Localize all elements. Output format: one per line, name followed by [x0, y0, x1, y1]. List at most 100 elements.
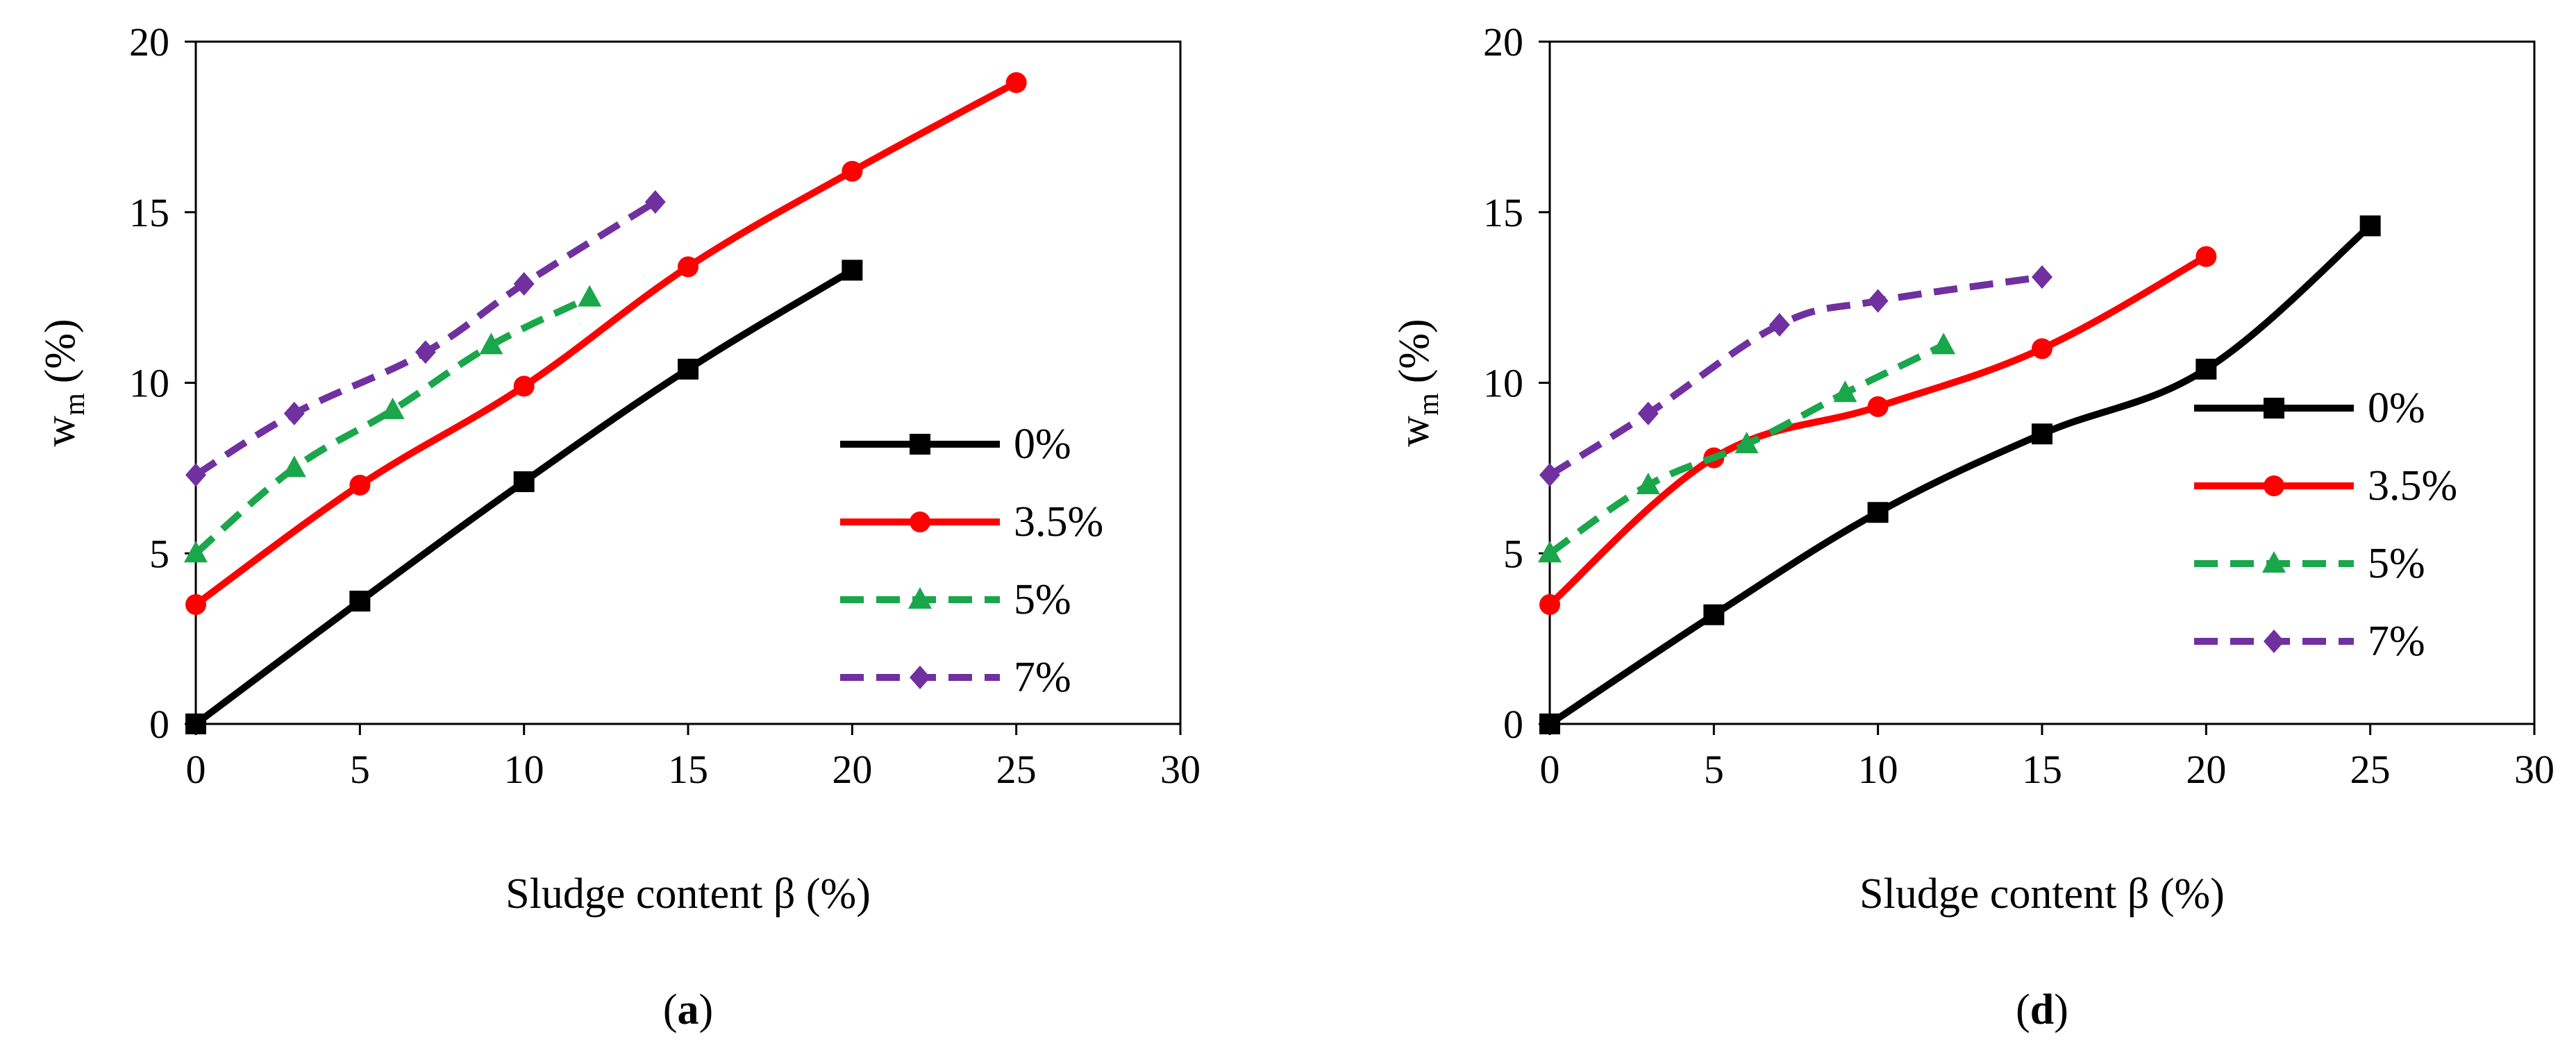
data-point: [2032, 338, 2052, 360]
legend-swatch-marker: [910, 666, 930, 689]
data-point: [1867, 396, 1889, 417]
legend-label: 0%: [2368, 385, 2425, 432]
series-0%: [185, 260, 863, 734]
data-point: [1867, 502, 1889, 523]
chart-panel-a: 0 5 10 15 20 25 30 0 5 10 15 20 Sludge content β (%)…: [37, 19, 1201, 1033]
legend-label: 7%: [2368, 618, 2425, 665]
data-point: [1636, 472, 1660, 494]
legend-item: 3.5%: [840, 498, 1103, 546]
data-point: [185, 593, 206, 615]
data-point: [479, 332, 503, 355]
data-point: [1637, 401, 1659, 425]
x-tick-label: 25: [996, 747, 1037, 792]
y-axis-label-subscript: m: [1413, 393, 1445, 416]
data-point: [1768, 312, 1790, 337]
y-tick-label: 0: [1503, 702, 1523, 747]
legend-item: 5%: [840, 576, 1071, 623]
series-3.5%: [185, 71, 1027, 615]
series-7%: [185, 190, 666, 487]
legend-label: 5%: [1014, 576, 1071, 623]
x-axis-label: Sludge content β (%): [1859, 870, 2225, 918]
data-point: [185, 714, 206, 734]
data-point: [2032, 265, 2052, 289]
y-tick-label: 0: [149, 702, 169, 747]
data-point: [1703, 604, 1725, 625]
y-tick-label: 10: [1483, 361, 1523, 406]
x-tick-label: 30: [1160, 747, 1201, 792]
series-line: [194, 79, 1019, 608]
legend-label: 3.5%: [2368, 462, 2457, 509]
data-point: [2032, 423, 2052, 445]
panel-label: (a): [663, 986, 713, 1033]
chart-panel-d: 0 5 10 15 20 25 30 0 5 10 15 20 Sludge content β (%)…: [1391, 19, 2554, 1033]
data-point: [282, 455, 306, 478]
x-tick-label: 15: [668, 747, 708, 792]
data-point: [1005, 71, 1027, 93]
y-tick-label: 15: [129, 190, 169, 235]
data-point: [283, 401, 305, 425]
x-tick-label: 0: [186, 747, 206, 792]
y-tick-label: 20: [129, 19, 169, 65]
y-axis-label-main: w: [1391, 416, 1438, 447]
legend-item: 7%: [840, 654, 1071, 701]
x-tick-label: 10: [504, 747, 544, 792]
data-point: [415, 340, 436, 364]
x-tick-label: 15: [2022, 747, 2062, 792]
y-axis-label-main: w: [37, 416, 84, 447]
data-point: [1539, 593, 1560, 615]
series-line: [194, 267, 854, 727]
legend-label: 7%: [1014, 654, 1071, 701]
series-7%: [1539, 265, 2052, 487]
y-tick-label: 15: [1483, 190, 1523, 235]
data-point: [1867, 289, 1889, 313]
data-point: [513, 471, 535, 493]
data-point: [578, 285, 602, 307]
data-point: [644, 190, 666, 214]
data-point: [1734, 431, 1759, 453]
y-axis-label-unit: (%): [37, 319, 84, 383]
series-0%: [1539, 215, 2381, 734]
data-point: [1539, 463, 1560, 487]
data-point: [185, 463, 206, 487]
data-point: [513, 375, 535, 397]
data-point: [349, 591, 371, 612]
x-tick-label: 5: [1704, 747, 1724, 792]
data-point: [842, 260, 863, 281]
legend-swatch-marker: [2264, 630, 2284, 653]
x-tick-label: 10: [1858, 747, 1898, 792]
data-point: [1833, 380, 1857, 403]
data-point: [184, 541, 208, 563]
legend-item: 5%: [2194, 540, 2425, 587]
legend-swatch-marker: [908, 587, 932, 609]
x-tick-label: 0: [1540, 747, 1560, 792]
data-point: [513, 271, 535, 296]
y-axis-label: wm (%): [37, 319, 91, 446]
y-axis-label-subscript: m: [59, 393, 91, 416]
legend-label: 5%: [2368, 540, 2425, 587]
data-point: [2196, 246, 2217, 267]
legend-item: 0%: [840, 421, 1071, 468]
data-point: [678, 358, 699, 380]
series-line: [193, 294, 592, 557]
x-tick-label: 20: [2186, 747, 2226, 792]
legend-swatch-marker: [2262, 551, 2286, 573]
series-5%: [1538, 332, 1956, 563]
y-tick-label: 20: [1483, 19, 1523, 65]
data-point: [1539, 714, 1560, 734]
data-point: [349, 474, 371, 496]
data-point: [678, 256, 699, 278]
data-point: [2359, 215, 2381, 237]
data-point: [1932, 332, 1956, 355]
series-line: [1548, 223, 2373, 727]
legend-label: 0%: [1014, 421, 1071, 468]
legend-item: 7%: [2194, 618, 2425, 665]
data-point: [380, 397, 405, 419]
data-point: [2196, 358, 2217, 380]
legend-swatch-marker: [2264, 398, 2284, 419]
y-axis-label-unit: (%): [1391, 319, 1438, 383]
data-point: [1538, 541, 1562, 563]
y-axis-label: wm (%): [1391, 319, 1445, 446]
x-tick-label: 20: [832, 747, 872, 792]
legend-label: 3.5%: [1014, 498, 1103, 546]
